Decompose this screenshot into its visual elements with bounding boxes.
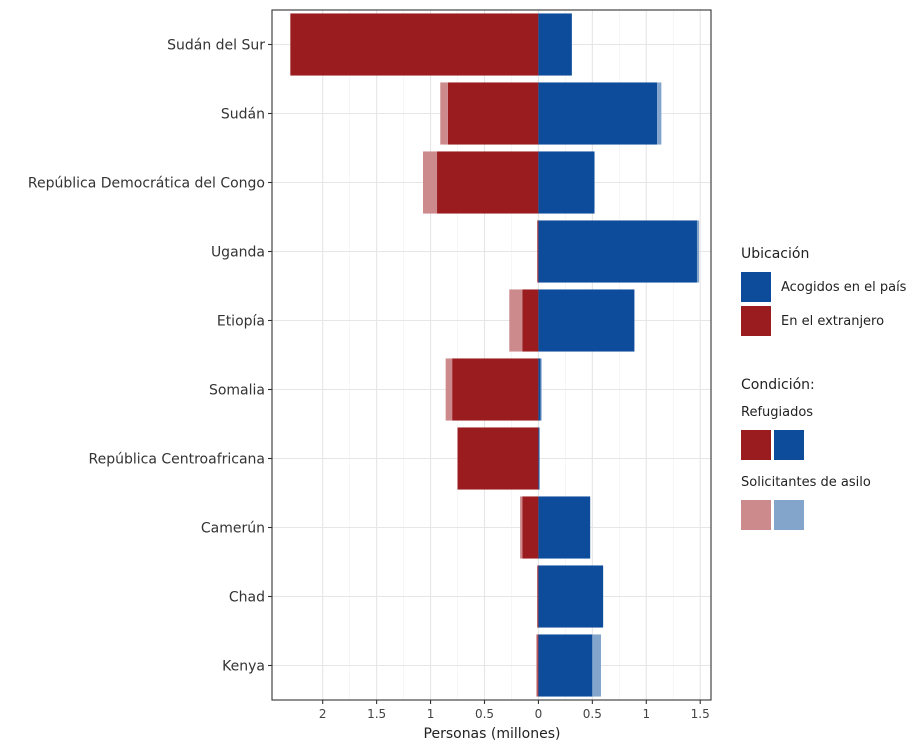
bar-kenya-acogidos-en-el-pais-refugiados [538,634,593,697]
legend-label: Acogidos en el país [781,280,907,295]
bar-sudan-en-el-extranjero-solicitantes-de-asilo [440,82,448,145]
bar-sudan-del-sur-en-el-extranjero-refugiados [290,13,539,76]
category-label: Sudán [221,107,265,123]
bar-sudan-en-el-extranjero-refugiados [447,82,539,145]
category-label: Chad [229,590,265,606]
legend-swatch [741,500,771,530]
y-axis: Sudán del Sur Sudán República Democrática … [28,38,272,675]
bar-republica-centroafricana-acogidos-en-el-pais-refugiados [538,427,540,490]
x-tick-label: 0 [535,707,543,721]
category-label: Uganda [211,245,265,261]
bar-etiopia-en-el-extranjero-refugiados [522,289,539,352]
bar-uganda-acogidos-en-el-pais-solicitantes-de-asilo [696,220,700,283]
panel-outline [271,9,712,701]
x-tick-label: 1 [427,707,435,721]
bar-kenya-acogidos-en-el-pais-solicitantes-de-asilo [592,634,601,697]
panel-border [271,9,712,701]
bar-kenya-en-el-extranjero-solicitantes-de-asilo [536,634,538,697]
legend-title-condicion: Condición: [741,377,815,393]
bar-camerun-acogidos-en-el-pais-refugiados [538,496,591,559]
bar-sudan-acogidos-en-el-pais-refugiados [538,82,658,145]
x-tick-label: 1.5 [691,707,710,721]
legend-label: Solicitantes de asilo [741,475,871,490]
bar-republica-democratica-del-congo-en-el-extranjero-solicitantes-de-asilo [423,151,438,214]
x-tick-label: 1 [642,707,650,721]
legend: Ubicación Acogidos en el país En el extran… [741,246,907,530]
bar-somalia-acogidos-en-el-pais-refugiados [538,358,541,421]
legend-swatch [774,500,804,530]
category-label: República Democrática del Congo [28,176,265,192]
legend-swatch [741,306,771,336]
category-label: Camerún [201,521,265,537]
x-axis-title: Personas (millones) [424,726,561,742]
bar-somalia-acogidos-en-el-pais-solicitantes-de-asilo [540,358,542,421]
bar-uganda-acogidos-en-el-pais-refugiados [538,220,697,283]
legend-title-ubicacion: Ubicación [741,246,809,262]
bar-uganda-en-el-extranjero-refugiados [537,220,539,283]
legend-swatch [741,430,771,460]
bar-etiopia-en-el-extranjero-solicitantes-de-asilo [509,289,523,352]
category-label: Sudán del Sur [167,38,265,54]
bar-kenya-en-el-extranjero-refugiados [537,634,539,697]
x-tick-label: 2 [319,707,327,721]
x-tick-label: 0.5 [583,707,602,721]
bar-sudan-del-sur-acogidos-en-el-pais-refugiados [538,13,572,76]
bar-republica-democratica-del-congo-acogidos-en-el-pais-refugiados [538,151,595,214]
bars [290,13,700,697]
bar-somalia-en-el-extranjero-refugiados [452,358,539,421]
category-label: Somalia [209,383,265,399]
x-tick-label: 1.5 [367,707,386,721]
bar-republica-democratica-del-congo-en-el-extranjero-refugiados [437,151,539,214]
bar-chad-acogidos-en-el-pais-refugiados [538,565,604,628]
legend-swatch [741,272,771,302]
bar-camerun-en-el-extranjero-refugiados [522,496,539,559]
category-label: Kenya [222,659,265,675]
x-tick-label: 0.5 [475,707,494,721]
bar-somalia-en-el-extranjero-solicitantes-de-asilo [445,358,453,421]
bar-camerun-en-el-extranjero-solicitantes-de-asilo [520,496,523,559]
bar-sudan-acogidos-en-el-pais-solicitantes-de-asilo [657,82,662,145]
x-axis: 2 1.5 1 0.5 0 0.5 1 1.5 [319,700,710,721]
legend-swatch [774,430,804,460]
bar-republica-centroafricana-en-el-extranjero-refugiados [457,427,539,490]
category-label: Etiopía [217,314,265,330]
legend-label: En el extranjero [781,314,884,329]
category-label: República Centroafricana [88,452,265,468]
bar-chad-en-el-extranjero-refugiados [537,565,539,628]
bar-etiopia-acogidos-en-el-pais-refugiados [538,289,635,352]
legend-label: Refugiados [741,405,813,420]
